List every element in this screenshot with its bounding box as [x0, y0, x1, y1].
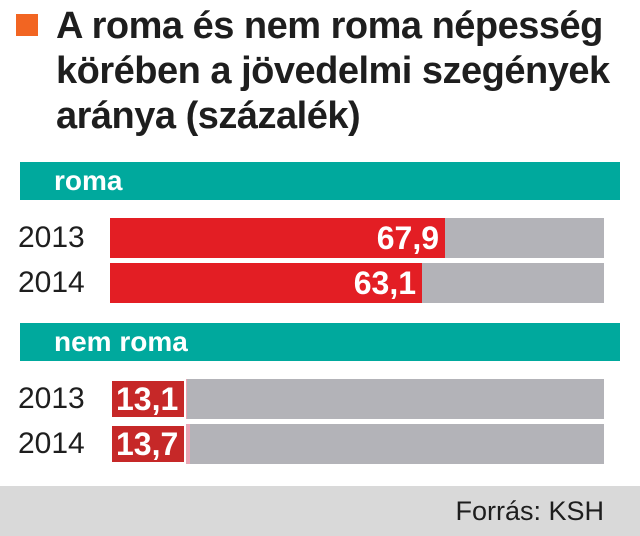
group-label: roma: [54, 165, 123, 196]
year-label: 2013: [18, 382, 85, 415]
bar-value-label: 13,1: [110, 379, 187, 419]
group-band-1: nem roma: [20, 323, 620, 361]
footer-bar: Forrás: KSH: [0, 486, 640, 536]
title-marker-square: [16, 14, 38, 36]
year-label: 2013: [18, 221, 85, 254]
bar-track: 13,7: [110, 424, 604, 464]
group-band-0: roma: [20, 162, 620, 200]
bar-value-label: 67,9: [376, 220, 439, 256]
chart-title: A roma és nem roma népesség körében a jö…: [56, 5, 610, 137]
bar-track: 67,9: [110, 218, 604, 258]
group-label: nem roma: [54, 326, 188, 357]
year-label: 2014: [18, 266, 85, 299]
bar-track: 13,1: [110, 379, 604, 419]
bar: 63,1: [110, 263, 422, 303]
source-label: Forrás: KSH: [455, 496, 604, 526]
year-label: 2014: [18, 427, 85, 460]
bar: 67,9: [110, 218, 445, 258]
bar-value-label: 13,7: [110, 424, 187, 464]
bar-value-label: 63,1: [353, 265, 416, 301]
bar-track: 63,1: [110, 263, 604, 303]
